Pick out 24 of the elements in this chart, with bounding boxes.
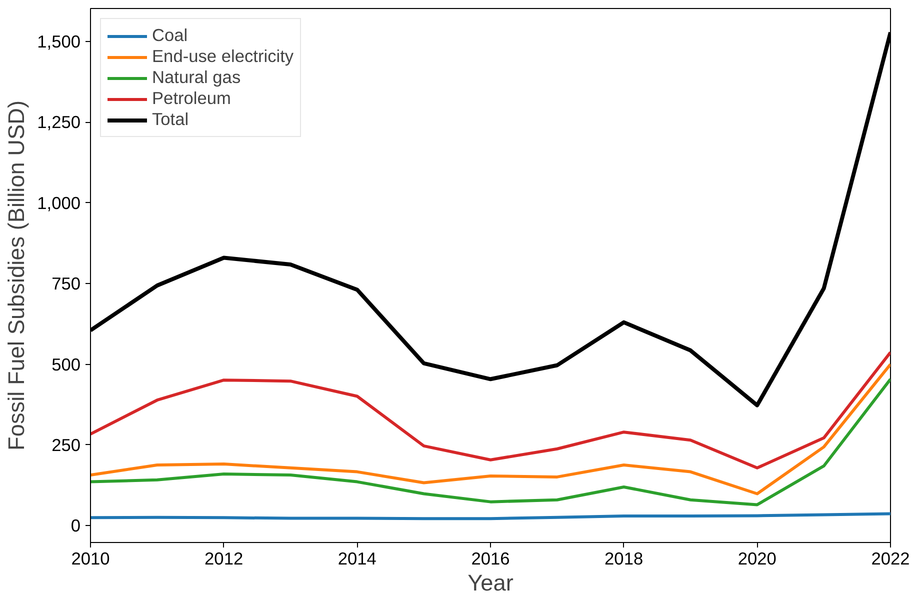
x-tick-label: 2014 (338, 548, 377, 568)
legend-label: Petroleum (152, 88, 231, 109)
line-series (90, 378, 890, 506)
y-tick-label: 750 (52, 274, 81, 294)
x-tick-label: 2016 (471, 548, 510, 568)
x-tick-label: 2020 (738, 548, 776, 568)
y-tick-label: 1,500 (37, 31, 81, 52)
x-tick-label: 2022 (871, 548, 910, 568)
x-axis-title: Year (468, 570, 514, 596)
x-tick-label: 2010 (71, 548, 110, 568)
legend-label: Natural gas (152, 67, 241, 88)
x-tick-label: 2018 (604, 548, 644, 568)
y-tick-label: 1,250 (37, 112, 81, 132)
y-tick-label: 1,000 (37, 192, 81, 213)
y-tick-label: 0 (70, 516, 81, 536)
legend-label: End-use electricity (152, 46, 294, 67)
line-series (90, 350, 890, 470)
x-tick-label: 2012 (204, 548, 244, 568)
line-series (90, 362, 890, 496)
y-axis-title: Fossil Fuel Subsidies (Billion USD) (3, 100, 30, 451)
y-tick-label: 500 (52, 354, 81, 374)
legend-label: Total (152, 109, 189, 130)
y-tick-label: 250 (52, 435, 81, 455)
legend-label: Coal (152, 25, 188, 46)
